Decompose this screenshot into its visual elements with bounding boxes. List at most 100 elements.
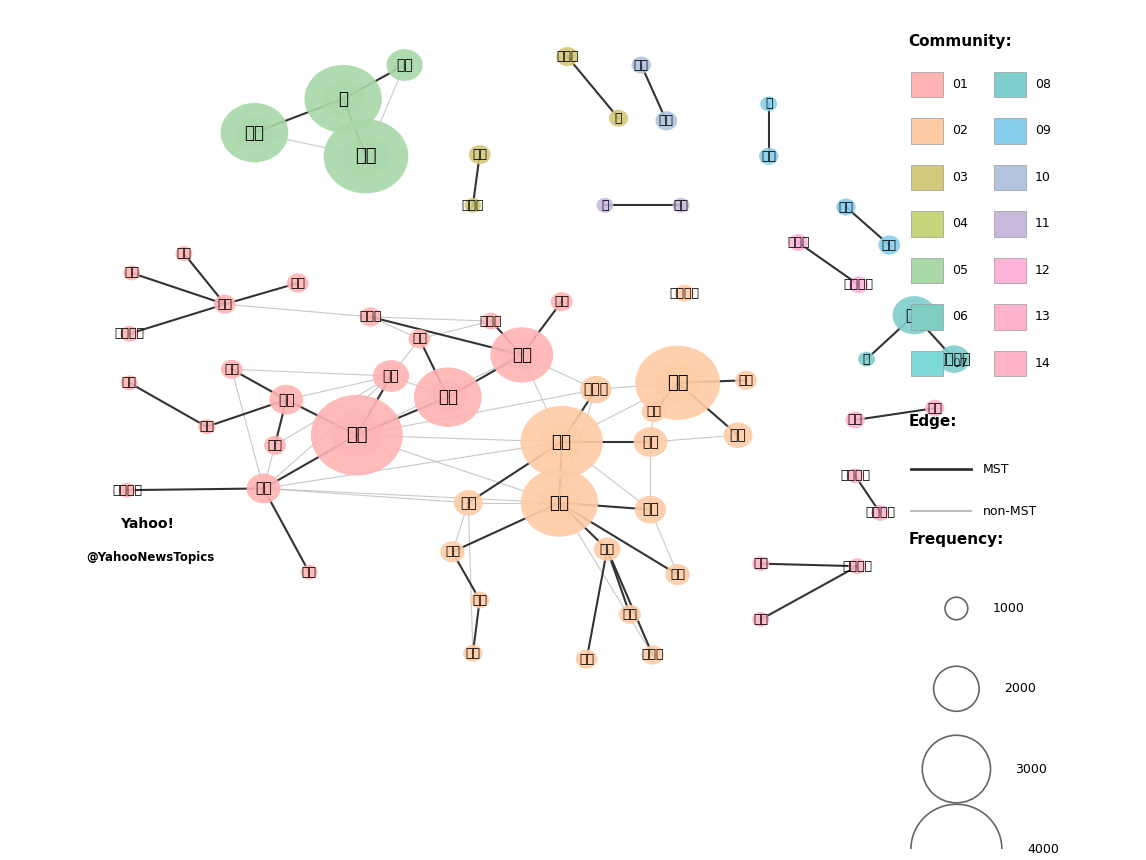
- Text: 食べる: 食べる: [787, 236, 809, 249]
- Ellipse shape: [123, 266, 140, 280]
- Text: 悪い: 悪い: [472, 148, 487, 161]
- Ellipse shape: [323, 120, 408, 194]
- Ellipse shape: [575, 649, 597, 669]
- Ellipse shape: [539, 422, 584, 462]
- Text: Frequency:: Frequency:: [909, 532, 1004, 548]
- Ellipse shape: [642, 401, 666, 422]
- Ellipse shape: [934, 666, 979, 711]
- Text: 出馬: 出馬: [199, 421, 214, 433]
- Ellipse shape: [322, 80, 364, 118]
- Text: 保守: 保守: [124, 267, 139, 280]
- Ellipse shape: [759, 148, 778, 165]
- Text: 合流: 合流: [383, 369, 399, 383]
- FancyBboxPatch shape: [994, 71, 1026, 97]
- Ellipse shape: [837, 199, 856, 216]
- Ellipse shape: [175, 246, 193, 261]
- Ellipse shape: [675, 285, 694, 302]
- Text: 4000: 4000: [1027, 843, 1059, 856]
- Ellipse shape: [120, 375, 138, 390]
- Text: 選挙: 選挙: [549, 494, 570, 512]
- Text: 思う: 思う: [355, 147, 377, 165]
- Ellipse shape: [871, 505, 889, 521]
- Text: 読む: 読む: [674, 199, 689, 212]
- Ellipse shape: [430, 381, 466, 414]
- Text: 04: 04: [952, 218, 967, 230]
- Ellipse shape: [925, 400, 944, 416]
- Ellipse shape: [246, 474, 281, 503]
- Ellipse shape: [440, 541, 464, 562]
- Ellipse shape: [470, 592, 489, 609]
- Text: 自民党: 自民党: [583, 383, 609, 396]
- Ellipse shape: [642, 645, 664, 665]
- Text: 憲法: 憲法: [659, 114, 674, 127]
- Text: 言う: 言う: [244, 124, 265, 142]
- Text: 自民: 自民: [555, 295, 570, 308]
- Text: リセット: リセット: [669, 286, 699, 300]
- Ellipse shape: [847, 469, 864, 483]
- Ellipse shape: [752, 556, 769, 571]
- Ellipse shape: [220, 103, 289, 163]
- Text: 08: 08: [1035, 78, 1051, 91]
- FancyBboxPatch shape: [911, 351, 943, 376]
- Ellipse shape: [520, 406, 603, 478]
- Ellipse shape: [490, 328, 554, 383]
- Ellipse shape: [945, 597, 967, 620]
- Ellipse shape: [735, 371, 756, 390]
- Ellipse shape: [539, 484, 581, 521]
- Text: 美味しい: 美味しい: [843, 279, 873, 292]
- Text: 小池: 小池: [512, 346, 532, 364]
- Text: 12: 12: [1035, 264, 1051, 277]
- Ellipse shape: [858, 352, 876, 366]
- Text: ツイート: ツイート: [842, 560, 872, 573]
- Ellipse shape: [221, 359, 243, 378]
- Text: 今回: 今回: [465, 647, 480, 660]
- Ellipse shape: [631, 57, 651, 73]
- Text: 毎日新聞: 毎日新聞: [112, 483, 142, 496]
- Text: 人: 人: [338, 89, 348, 108]
- Text: 極右: 極右: [176, 247, 191, 260]
- Text: 北朝鮮: 北朝鮮: [556, 50, 579, 63]
- FancyBboxPatch shape: [911, 212, 943, 237]
- Text: 2000: 2000: [1004, 682, 1036, 695]
- Ellipse shape: [254, 480, 273, 496]
- Text: 気持ち: 気持ち: [462, 199, 484, 212]
- Text: 国難: 国難: [472, 593, 487, 606]
- FancyBboxPatch shape: [994, 165, 1026, 190]
- Text: 首相: 首相: [445, 545, 460, 558]
- Ellipse shape: [619, 605, 641, 624]
- Text: 投票: 投票: [670, 568, 685, 581]
- Text: おはよう: おはよう: [937, 352, 971, 366]
- Ellipse shape: [520, 469, 598, 537]
- Ellipse shape: [635, 346, 720, 420]
- Text: 03: 03: [952, 171, 967, 184]
- Ellipse shape: [481, 313, 501, 329]
- Text: 政権: 政権: [642, 435, 659, 449]
- Ellipse shape: [264, 436, 285, 455]
- Text: 雨: 雨: [863, 353, 870, 366]
- Text: 日本: 日本: [667, 374, 689, 392]
- Ellipse shape: [557, 47, 579, 66]
- Text: 米: 米: [614, 112, 622, 125]
- FancyBboxPatch shape: [994, 212, 1026, 237]
- Ellipse shape: [878, 236, 900, 255]
- Text: 朝日新聞: 朝日新聞: [865, 507, 895, 519]
- Text: 解散: 解散: [460, 496, 477, 510]
- Ellipse shape: [236, 116, 273, 149]
- Text: 本: 本: [602, 199, 609, 212]
- Text: 05: 05: [952, 264, 968, 277]
- Text: 総理: 総理: [646, 405, 661, 418]
- Text: 最高: 最高: [753, 557, 768, 570]
- Ellipse shape: [848, 558, 866, 574]
- Text: 衆院: 衆院: [256, 482, 272, 495]
- Ellipse shape: [893, 296, 936, 335]
- Ellipse shape: [305, 64, 382, 132]
- Ellipse shape: [788, 234, 808, 251]
- Ellipse shape: [654, 362, 701, 403]
- Text: 前原: 前原: [278, 393, 295, 407]
- Ellipse shape: [846, 411, 865, 428]
- Text: 11: 11: [1035, 218, 1051, 230]
- Text: 13: 13: [1035, 310, 1051, 323]
- Ellipse shape: [386, 49, 423, 81]
- Text: non-MST: non-MST: [982, 505, 1037, 518]
- Text: 新党: 新党: [411, 332, 427, 346]
